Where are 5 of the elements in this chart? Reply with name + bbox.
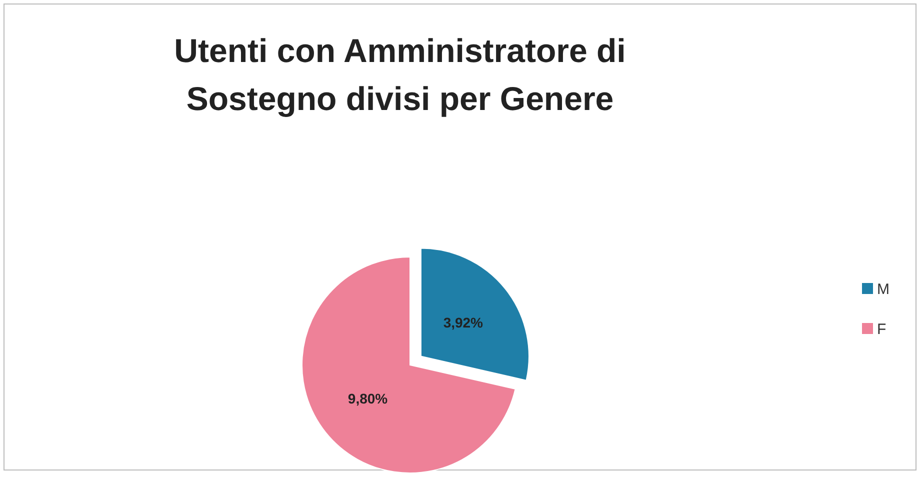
data-label: 3,92% bbox=[443, 314, 484, 331]
legend-label: M bbox=[877, 281, 890, 298]
chart-title: Utenti con Amministratore di Sostegno divisi per Genere bbox=[174, 32, 626, 117]
data-label: 9,80% bbox=[348, 390, 388, 407]
legend-label: F bbox=[877, 321, 886, 338]
